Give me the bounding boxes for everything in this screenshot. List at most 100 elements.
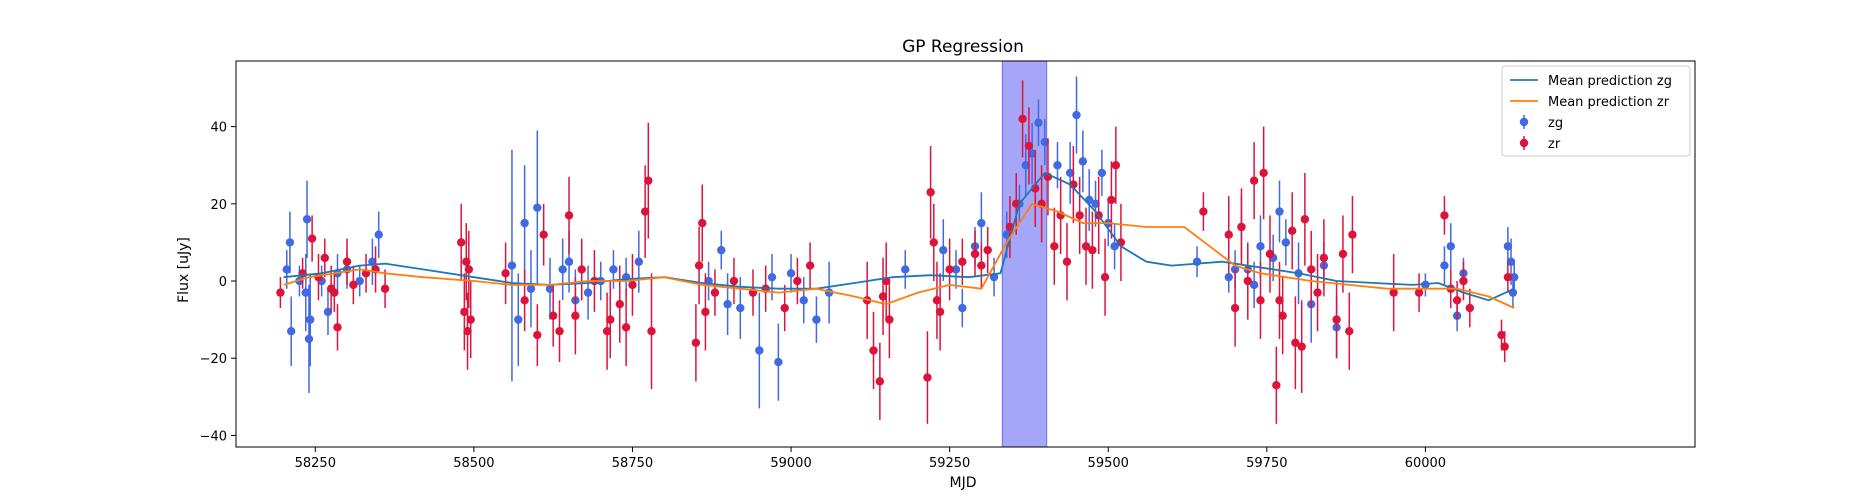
- point-zg: [717, 245, 726, 255]
- point-zr: [1018, 114, 1027, 124]
- point-zr: [1338, 249, 1348, 259]
- point-zr: [970, 249, 980, 259]
- point-zr: [935, 307, 945, 317]
- point-zg: [977, 218, 986, 228]
- point-zr: [464, 265, 474, 274]
- point-zr: [1100, 272, 1110, 282]
- point-zr: [793, 276, 802, 286]
- point-zr: [1414, 288, 1424, 297]
- point-zr: [1259, 168, 1268, 178]
- point-zr: [1111, 161, 1121, 170]
- point-zr: [983, 245, 992, 255]
- point-zg: [533, 203, 542, 212]
- point-zg: [1027, 149, 1037, 158]
- point-zg: [958, 303, 967, 313]
- point-zr: [710, 288, 720, 297]
- point-zr: [729, 276, 739, 286]
- point-zr: [1256, 296, 1265, 305]
- point-zg: [755, 346, 764, 355]
- point-zg: [1440, 261, 1449, 270]
- point-zr: [1199, 207, 1208, 216]
- point-zr: [602, 327, 612, 336]
- point-zr: [1230, 303, 1240, 313]
- x-tick-label: 59750: [1246, 456, 1287, 471]
- x-tick-label: 58750: [612, 456, 653, 471]
- y-tick-label: −40: [200, 429, 227, 444]
- y-tick-label: −20: [200, 352, 227, 367]
- point-zg: [564, 257, 574, 266]
- point-zg: [1078, 157, 1088, 166]
- point-zg: [545, 284, 555, 293]
- point-zr: [571, 311, 580, 320]
- y-tick-label: 40: [210, 121, 227, 136]
- point-zg: [1281, 238, 1291, 247]
- x-axis-label: MJD: [950, 475, 977, 491]
- point-zg: [1097, 168, 1107, 178]
- point-zg: [774, 357, 783, 367]
- point-zr: [1275, 296, 1284, 305]
- point-zr: [333, 323, 342, 332]
- point-zg: [304, 334, 314, 344]
- point-zr: [878, 292, 888, 301]
- point-zr: [945, 265, 954, 274]
- point-zg: [812, 315, 821, 324]
- point-zr: [1062, 257, 1072, 266]
- point-zr: [805, 261, 815, 270]
- point-zr: [1307, 265, 1316, 274]
- point-zr: [1287, 226, 1297, 236]
- point-zg: [951, 265, 961, 274]
- point-zr: [698, 218, 707, 228]
- point-zg: [634, 257, 644, 266]
- point-zr: [958, 257, 967, 266]
- point-zr: [1345, 327, 1354, 336]
- point-zr: [1459, 276, 1468, 286]
- point-zr: [1050, 242, 1059, 251]
- point-zg: [1224, 272, 1233, 282]
- plot-frame: [235, 60, 1696, 448]
- point-zr: [701, 307, 710, 317]
- x-tick-label: 58250: [295, 456, 336, 471]
- point-zr: [564, 211, 574, 220]
- point-zr: [977, 261, 986, 270]
- point-zr: [276, 288, 285, 297]
- point-zg: [374, 230, 383, 239]
- point-zr: [932, 296, 942, 305]
- point-zg: [285, 238, 295, 247]
- point-zr: [1291, 338, 1300, 347]
- point-zr: [694, 261, 704, 270]
- point-zg: [1510, 272, 1519, 282]
- point-zr: [466, 315, 475, 324]
- point-zg: [1110, 242, 1119, 251]
- point-zr: [1313, 288, 1322, 297]
- point-zr: [640, 207, 650, 216]
- x-tick-label: 58500: [453, 456, 494, 471]
- point-zg: [282, 265, 291, 274]
- point-zg: [939, 245, 948, 255]
- point-zg: [526, 284, 536, 293]
- point-zr: [1278, 311, 1287, 320]
- legend-marker-zg: [1519, 117, 1529, 127]
- point-zg: [786, 269, 796, 278]
- line-Mean-prediction-zr: [283, 202, 1515, 309]
- point-zr: [1497, 330, 1506, 340]
- point-zr: [1500, 342, 1509, 351]
- point-zg: [1091, 199, 1100, 209]
- point-zr: [342, 257, 352, 266]
- point-zr: [463, 327, 472, 336]
- point-zr: [320, 253, 330, 263]
- point-zr: [1348, 230, 1357, 239]
- point-zr: [1243, 276, 1252, 286]
- point-zr: [555, 327, 564, 336]
- point-zr: [1465, 303, 1475, 313]
- point-zr: [501, 269, 510, 278]
- point-zg: [1256, 242, 1265, 251]
- point-zr: [307, 234, 317, 243]
- point-zr: [330, 288, 339, 297]
- x-tick-label: 59000: [770, 456, 811, 471]
- point-zg: [1503, 242, 1513, 251]
- point-zr: [885, 315, 894, 324]
- point-zg: [1072, 110, 1081, 120]
- point-zr: [621, 323, 631, 332]
- point-zg: [286, 327, 296, 336]
